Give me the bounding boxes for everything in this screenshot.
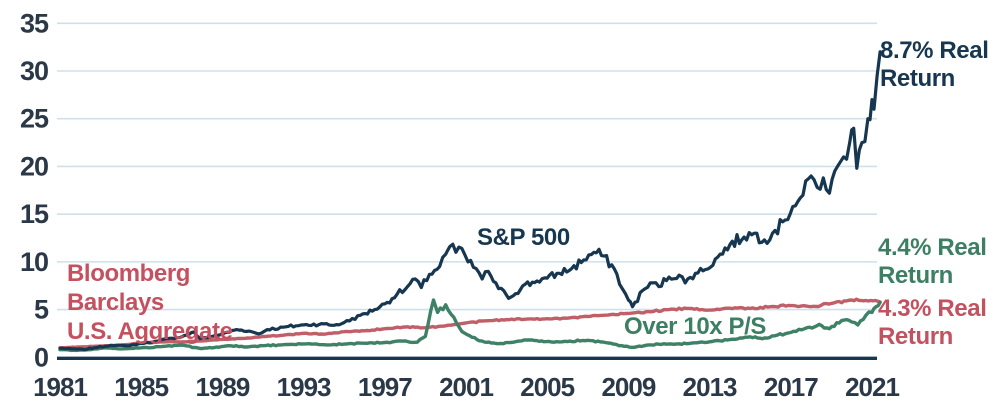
annotation-growth-return: 4.4% Real Return	[878, 234, 987, 290]
x-tick-label: 2009	[601, 372, 655, 402]
series-label-over-10x-ps: Over 10x P/S	[624, 313, 766, 340]
x-tick-label: 1981	[33, 372, 87, 402]
x-tick-label: 1985	[114, 372, 168, 402]
series-label-bloomberg-line1: Bloomberg Barclays	[67, 260, 191, 316]
y-tick-label: 35	[20, 8, 49, 38]
y-tick-label: 15	[20, 199, 49, 229]
y-tick-label: 10	[20, 247, 48, 277]
x-tick-label: 2001	[439, 372, 493, 402]
x-tick-label: 1989	[195, 372, 249, 402]
series-label-bloomberg-line2: U.S. Aggregate	[67, 317, 233, 345]
annotation-sp500-return: 8.7% Real Return	[880, 37, 989, 93]
x-tick-label: 2013	[683, 372, 737, 402]
x-tick-label: 2005	[520, 372, 574, 402]
series-label-sp500: S&P 500	[477, 224, 570, 251]
line-over-10x-ps	[58, 298, 882, 353]
y-tick-label: 30	[20, 56, 48, 86]
x-tick-label: 1997	[358, 372, 412, 402]
x-tick-label: 2021	[845, 372, 899, 402]
y-tick-label: 25	[20, 104, 49, 134]
y-tick-label: 5	[34, 295, 49, 325]
x-tick-label: 2017	[764, 372, 818, 402]
x-tick-label: 1993	[277, 372, 331, 402]
y-tick-label: 20	[20, 151, 48, 181]
y-tick-label: 0	[34, 342, 48, 372]
annotation-bond-return: 4.3% Real Return	[878, 295, 987, 351]
line-sp500	[58, 50, 882, 352]
line-bloomberg-aggregate	[58, 297, 882, 350]
series-label-bloomberg-aggregate: Bloomberg Barclays U.S. Aggregate	[67, 260, 292, 346]
